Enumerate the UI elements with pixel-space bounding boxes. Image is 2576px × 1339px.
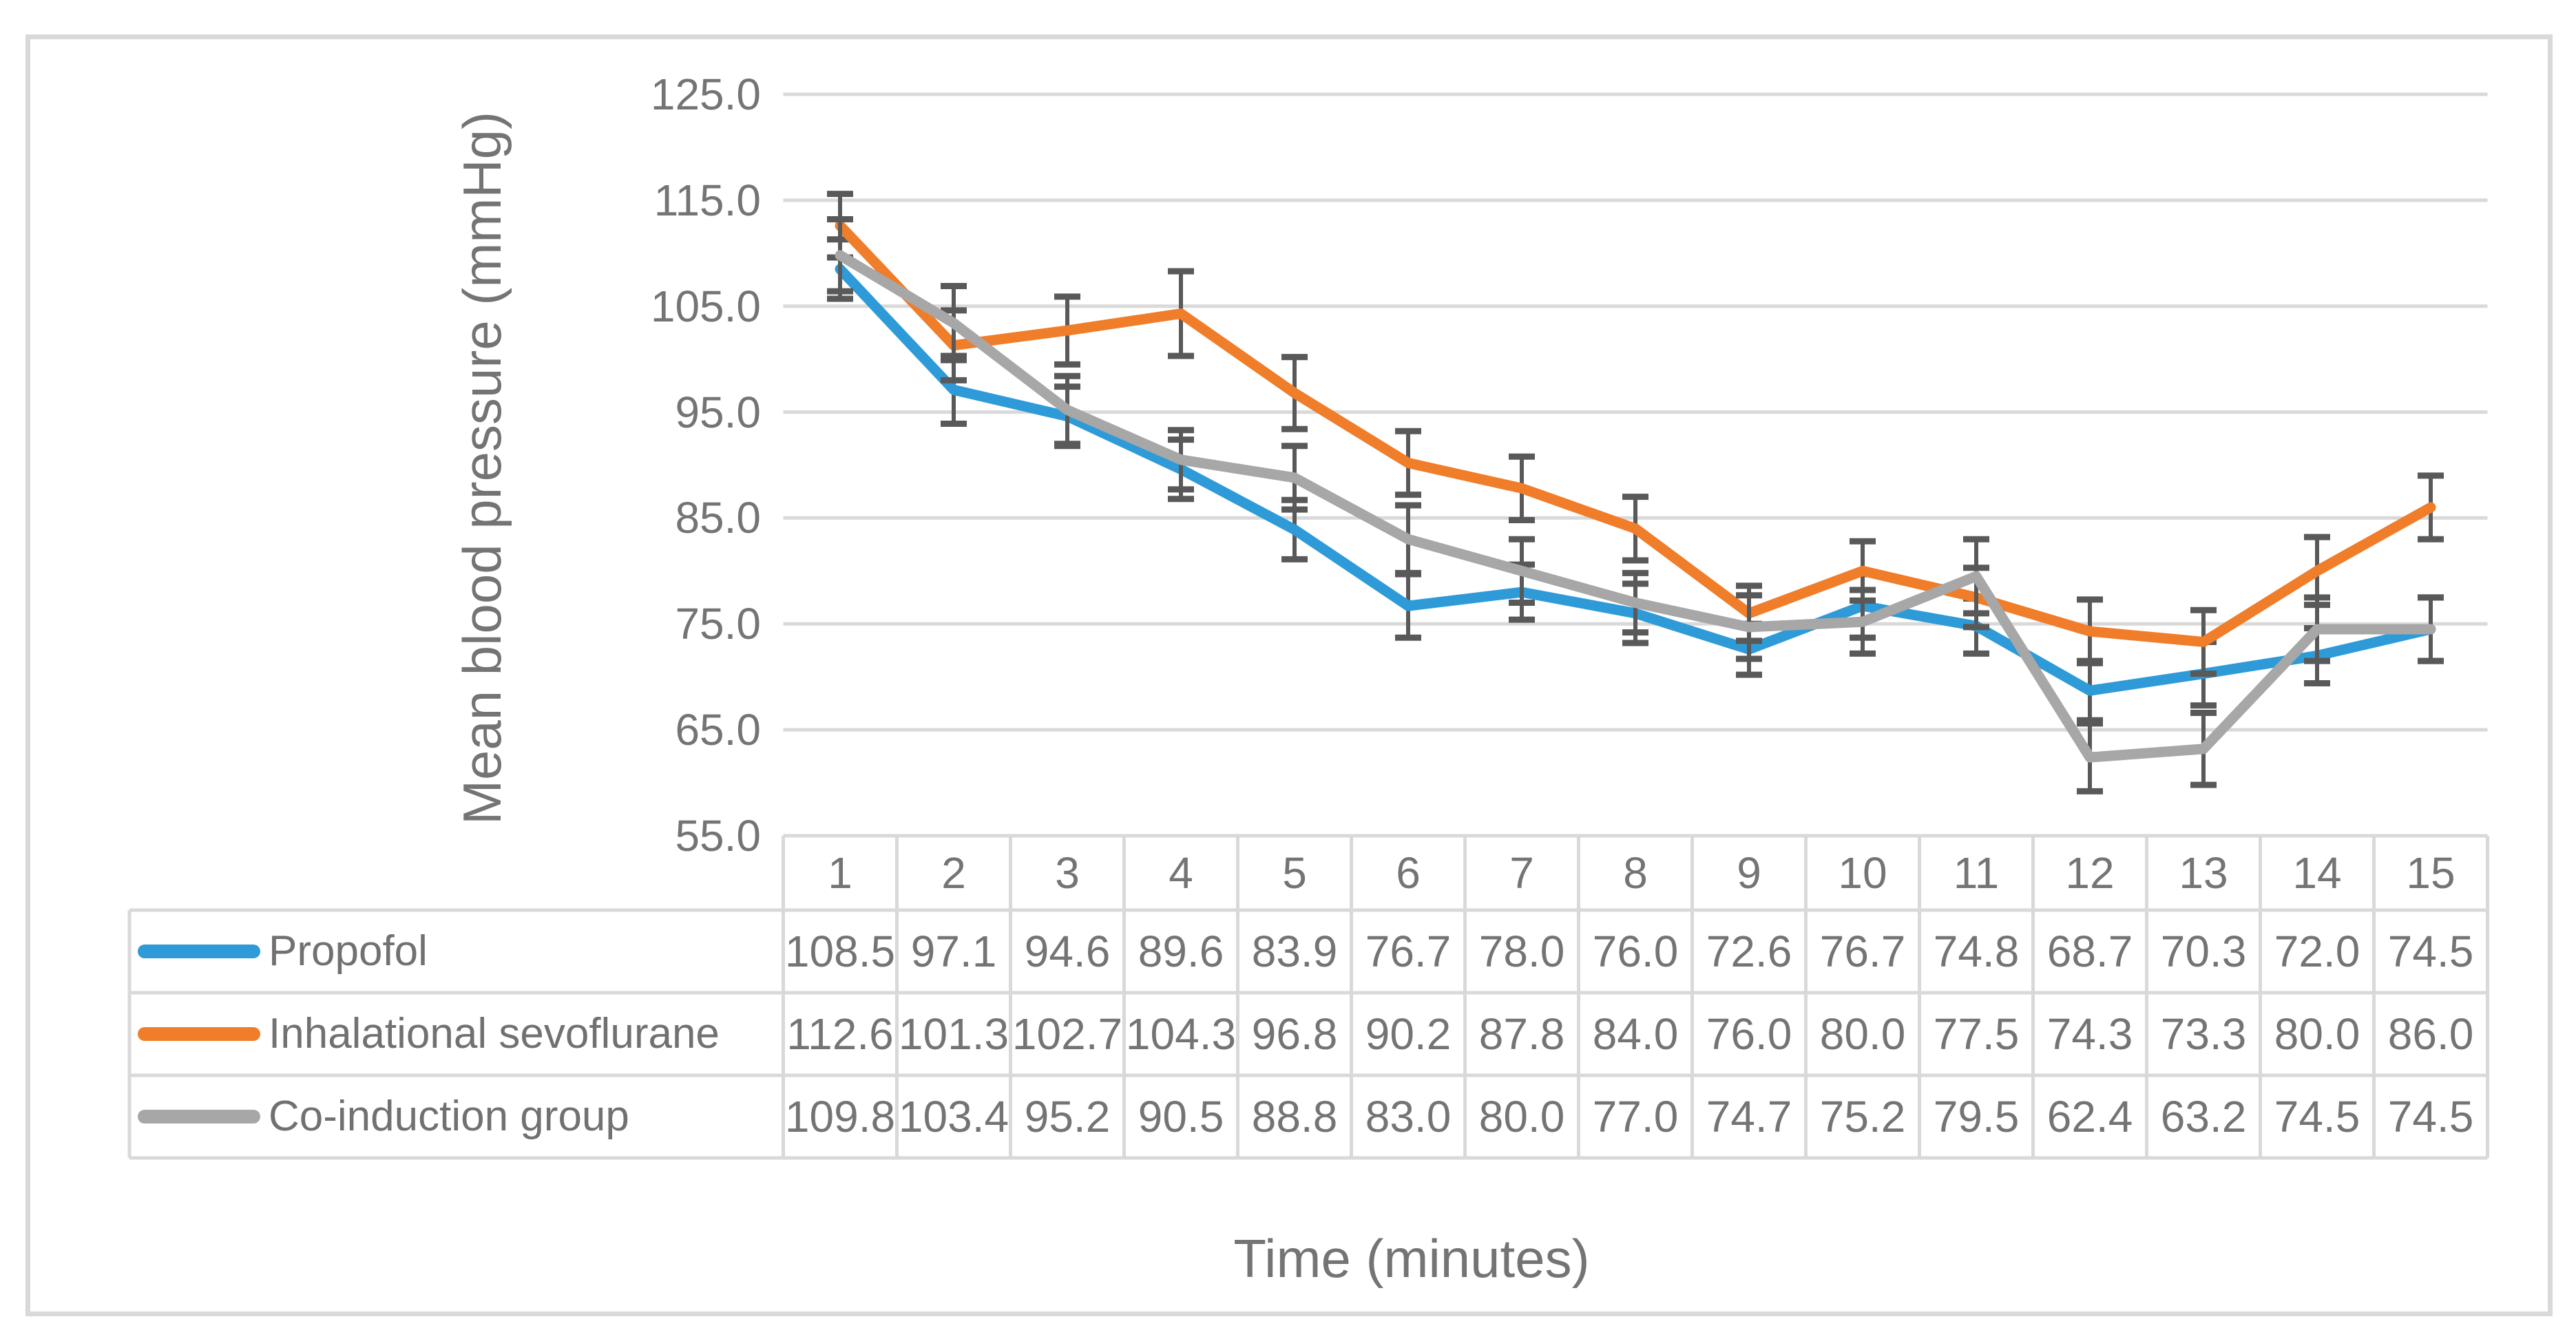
table-header-10: 10	[1838, 848, 1887, 898]
cell-inhalational-sevoflurane-t9: 76.0	[1706, 1009, 1792, 1059]
table-header-13: 13	[2179, 848, 2228, 898]
cell-inhalational-sevoflurane-t7: 87.8	[1478, 1009, 1565, 1059]
cell-co-induction-group-t10: 75.2	[1819, 1092, 1906, 1141]
table-header-15: 15	[2406, 848, 2455, 898]
legend-key-inhalational-sevoflurane	[138, 1027, 260, 1041]
table-header-7: 7	[1509, 848, 1534, 898]
cell-propofol-t3: 94.6	[1024, 927, 1111, 976]
table-header-12: 12	[2065, 848, 2115, 898]
cell-propofol-t9: 72.6	[1706, 927, 1792, 976]
legend-key-co-induction-group	[138, 1110, 260, 1124]
cell-co-induction-group-t1: 109.8	[784, 1092, 896, 1141]
legend-label-inhalational-sevoflurane: Inhalational sevoflurane	[269, 1010, 720, 1057]
cell-inhalational-sevoflurane-t5: 96.8	[1251, 1009, 1338, 1059]
table-header-11: 11	[1953, 848, 2000, 898]
cell-co-induction-group-t2: 103.4	[898, 1092, 1009, 1141]
series-line-inhalational-sevoflurane	[835, 220, 2436, 647]
table-header-1: 1	[828, 848, 852, 898]
cell-inhalational-sevoflurane-t15: 86.0	[2387, 1009, 2474, 1059]
series-line-co-induction-group	[835, 250, 2436, 763]
table-header-9: 9	[1737, 848, 1761, 898]
cell-co-induction-group-t6: 83.0	[1365, 1092, 1452, 1141]
y-tick-label-55.0: 55.0	[675, 811, 761, 861]
cell-co-induction-group-t8: 77.0	[1592, 1092, 1679, 1141]
cell-inhalational-sevoflurane-t8: 84.0	[1592, 1009, 1679, 1059]
data-table-grid	[127, 834, 2489, 1160]
cell-inhalational-sevoflurane-t3: 102.7	[1012, 1009, 1123, 1059]
cell-propofol-t15: 74.5	[2387, 927, 2474, 976]
cell-inhalational-sevoflurane-t14: 80.0	[2274, 1009, 2360, 1059]
cell-inhalational-sevoflurane-t1: 112.6	[786, 1009, 894, 1059]
cell-propofol-t13: 70.3	[2160, 927, 2247, 976]
cell-propofol-t2: 97.1	[910, 927, 997, 976]
y-tick-label-85.0: 85.0	[675, 493, 761, 543]
cell-propofol-t7: 78.0	[1478, 927, 1565, 976]
cell-propofol-t6: 76.7	[1365, 927, 1452, 976]
cell-inhalational-sevoflurane-t11: 77.5	[1933, 1009, 2020, 1059]
error-bars-propofol	[827, 236, 2444, 724]
y-tick-label-125.0: 125.0	[650, 70, 761, 119]
table-header-6: 6	[1396, 848, 1421, 898]
cell-inhalational-sevoflurane-t12: 74.3	[2046, 1009, 2133, 1059]
y-tick-label-115.0: 115.0	[653, 175, 761, 225]
cell-propofol-t4: 89.6	[1138, 927, 1224, 976]
cell-co-induction-group-t11: 79.5	[1933, 1092, 2020, 1141]
cell-co-induction-group-t12: 62.4	[2046, 1092, 2133, 1141]
cell-propofol-t12: 68.7	[2046, 927, 2133, 976]
cell-co-induction-group-t7: 80.0	[1478, 1092, 1565, 1141]
legend-key-propofol	[138, 945, 260, 958]
table-header-3: 3	[1055, 848, 1080, 898]
cell-inhalational-sevoflurane-t6: 90.2	[1365, 1009, 1452, 1059]
cell-inhalational-sevoflurane-t10: 80.0	[1819, 1009, 1906, 1059]
cell-propofol-t14: 72.0	[2274, 927, 2360, 976]
y-tick-label-75.0: 75.0	[675, 599, 761, 649]
table-header-2: 2	[941, 848, 966, 898]
cell-inhalational-sevoflurane-t2: 101.3	[898, 1009, 1009, 1059]
cell-co-induction-group-t4: 90.5	[1138, 1092, 1224, 1141]
cell-co-induction-group-t3: 95.2	[1024, 1092, 1111, 1141]
cell-co-induction-group-t13: 63.2	[2160, 1092, 2247, 1141]
y-tick-label-95.0: 95.0	[675, 387, 761, 437]
y-axis-title: Mean blood pressure (mmHg)	[452, 111, 512, 825]
cell-propofol-t10: 76.7	[1819, 927, 1906, 976]
cell-co-induction-group-t9: 74.7	[1706, 1092, 1792, 1141]
cell-propofol-t5: 83.9	[1251, 927, 1338, 976]
table-header-8: 8	[1623, 848, 1648, 898]
table-header-4: 4	[1169, 848, 1193, 898]
cell-inhalational-sevoflurane-t13: 73.3	[2160, 1009, 2247, 1059]
cell-co-induction-group-t5: 88.8	[1251, 1092, 1338, 1141]
table-header-14: 14	[2292, 848, 2342, 898]
legend-label-propofol: Propofol	[269, 927, 428, 975]
cell-propofol-t11: 74.8	[1933, 927, 2020, 976]
cell-propofol-t8: 76.0	[1592, 927, 1679, 976]
x-axis-title: Time (minutes)	[1233, 1228, 1590, 1289]
y-tick-label-65.0: 65.0	[675, 705, 761, 755]
cell-propofol-t1: 108.5	[784, 927, 896, 976]
y-tick-label-105.0: 105.0	[650, 281, 761, 331]
cell-co-induction-group-t14: 74.5	[2274, 1092, 2360, 1141]
cell-inhalational-sevoflurane-t4: 104.3	[1125, 1009, 1237, 1059]
cell-co-induction-group-t15: 74.5	[2387, 1092, 2474, 1141]
figure-border	[25, 34, 2553, 1316]
legend-label-co-induction-group: Co-induction group	[269, 1093, 629, 1140]
series-layer	[827, 191, 2444, 794]
table-header-5: 5	[1282, 848, 1307, 898]
